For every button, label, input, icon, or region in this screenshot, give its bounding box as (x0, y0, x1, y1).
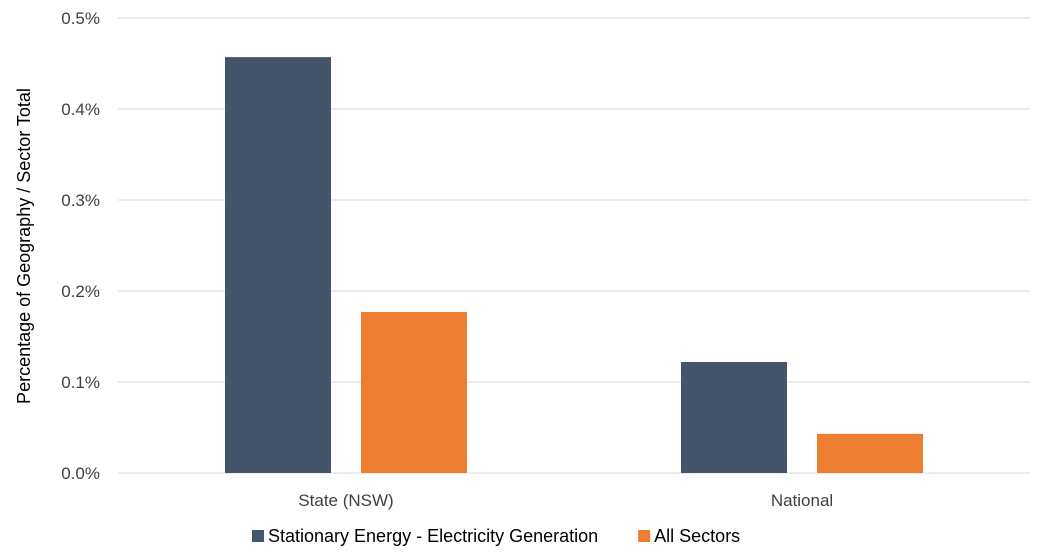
legend-swatch (252, 530, 264, 542)
legend-swatch (638, 530, 651, 542)
y-tick-label: 0.1% (61, 373, 100, 392)
bar-0-1 (361, 311, 467, 473)
y-tick-label: 0.2% (61, 282, 100, 301)
y-tick-label: 0.4% (61, 100, 100, 119)
x-tick-label: State (NSW) (298, 491, 393, 510)
x-tick-label: National (771, 491, 833, 510)
y-axis-label: Percentage of Geography / Sector Total (14, 88, 34, 404)
y-tick-label: 0.3% (61, 191, 100, 210)
legend: Stationary Energy - Electricity Generati… (252, 526, 740, 546)
bar-1-0 (681, 361, 787, 473)
x-axis-ticks: State (NSW) National (298, 491, 833, 510)
y-axis-ticks: 0.0% 0.1% 0.2% 0.3% 0.4% 0.5% (61, 9, 100, 483)
legend-label: All Sectors (654, 526, 740, 546)
legend-label: Stationary Energy - Electricity Generati… (268, 526, 598, 546)
bar-0-0 (225, 57, 331, 473)
bar-1-1 (817, 433, 923, 473)
bars (225, 57, 923, 473)
y-tick-label: 0.0% (61, 464, 100, 483)
y-tick-label: 0.5% (61, 9, 100, 28)
